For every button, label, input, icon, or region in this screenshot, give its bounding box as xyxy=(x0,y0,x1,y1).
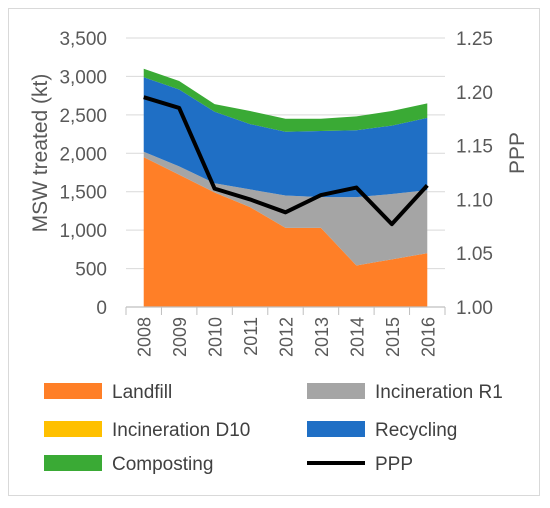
x-tick-label: 2015 xyxy=(383,317,403,357)
area-landfill xyxy=(143,157,428,307)
y-axis-title: MSW treated (kt) xyxy=(29,74,52,233)
legend-swatch-landfill xyxy=(44,383,102,399)
x-tick-label: 2013 xyxy=(312,317,332,357)
x-tick-label: 2008 xyxy=(135,317,155,357)
legend-swatch-recycling xyxy=(307,421,365,437)
legend-label-landfill: Landfill xyxy=(112,382,172,403)
y-tick-label: 3,000 xyxy=(59,67,107,88)
legend-swatch-composting xyxy=(44,455,102,471)
y-tick-label: 3,500 xyxy=(59,29,107,50)
legend-label-recycling: Recycling xyxy=(375,420,457,441)
area-recycling xyxy=(143,77,428,198)
x-tick-label: 2014 xyxy=(347,317,367,357)
legend-label-incineration-d10: Incineration D10 xyxy=(112,420,250,441)
legend-label-composting: Composting xyxy=(112,454,213,475)
area-incineration-r1 xyxy=(143,151,428,266)
legend-swatch-ppp xyxy=(307,461,365,465)
legend-swatch-incineration-r1 xyxy=(307,383,365,399)
y-tick-label: 1,500 xyxy=(59,183,107,204)
area-composting xyxy=(143,68,428,132)
line-ppp xyxy=(143,95,429,227)
y2-tick-label: 1.20 xyxy=(456,83,493,104)
y-tick-label: 500 xyxy=(75,260,107,281)
x-tick-label: 2011 xyxy=(241,317,261,356)
y2-tick-label: 1.00 xyxy=(456,298,493,319)
y-tick-label: 2,500 xyxy=(59,106,107,127)
y2-tick-label: 1.15 xyxy=(456,137,493,158)
x-tick-label: 2012 xyxy=(277,317,297,357)
y2-tick-label: 1.05 xyxy=(456,244,493,265)
chart-frame xyxy=(8,8,540,496)
y-tick-label: 2,000 xyxy=(59,144,107,165)
x-tick-label: 2009 xyxy=(170,317,190,357)
legend-label-ppp: PPP xyxy=(375,454,413,475)
legend-label-incineration-r1: Incineration R1 xyxy=(375,382,503,403)
y2-tick-label: 1.25 xyxy=(456,29,493,50)
legend-swatch-incineration-d10 xyxy=(44,421,102,437)
x-tick-label: 2010 xyxy=(206,317,226,357)
y2-tick-label: 1.10 xyxy=(456,190,493,211)
y2-axis-title: PPP xyxy=(506,132,529,174)
x-tick-label: 2016 xyxy=(418,317,438,357)
y-tick-label: 1,000 xyxy=(59,221,107,242)
y-tick-label: 0 xyxy=(96,298,107,319)
